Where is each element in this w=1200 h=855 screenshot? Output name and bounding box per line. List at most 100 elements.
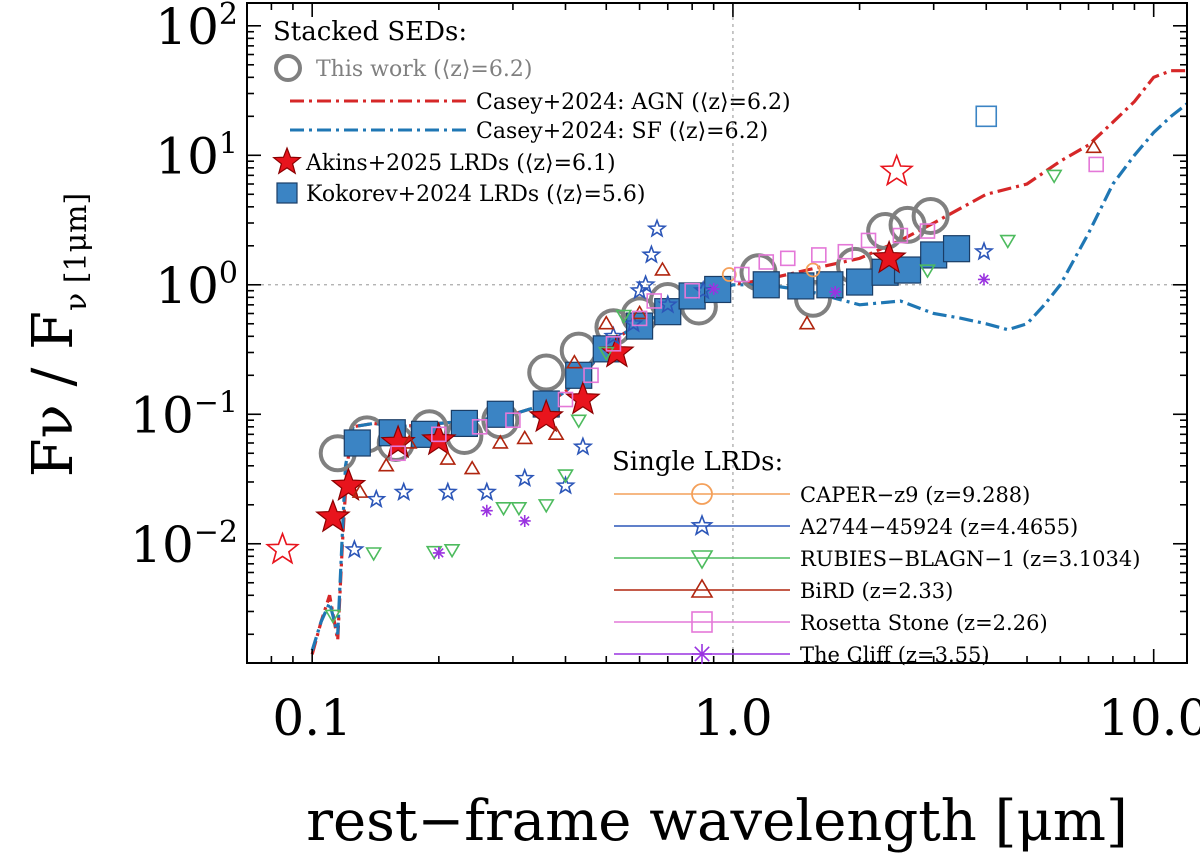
data-point [437,481,458,501]
data-point [615,309,633,324]
data-point [400,434,418,449]
y-tick-label: 101 [155,126,238,185]
data-point [860,232,877,249]
x-tick-label: 0.1 [272,689,352,747]
data-point [631,304,648,320]
y-tick-exponent: 0 [219,256,238,291]
data-point [603,325,624,346]
data-point [315,498,351,533]
y-tick-base: 10 [155,127,219,185]
data-point [265,531,300,565]
legend-single-label: Rosetta Stone (z=2.26) [800,611,1048,635]
data-point [798,315,816,330]
data-point [486,400,514,428]
y-axis-label-subscript: ν [1μm] [59,193,94,311]
data-point [871,239,907,274]
data-point [565,361,593,389]
data-point [476,481,498,501]
data-point [811,247,827,263]
data-point [758,254,775,270]
legend-stacked-label: Casey+2024: SF (⟨z⟩=6.2) [476,119,768,144]
y-tick-exponent: 2 [219,0,238,32]
data-point [919,264,936,279]
legend-single-lrds: Single LRDs: CAPER−z9 (z=9.288) A2744−459… [612,447,1140,667]
data-point [816,271,844,299]
series-6 [324,169,1063,624]
data-point [942,235,971,263]
data-point [654,261,671,276]
data-point [495,501,512,517]
data-point [752,271,780,299]
data-point [866,212,905,251]
data-point [734,266,750,283]
data-point [439,450,457,465]
data-point [721,267,737,282]
data-point [432,546,445,559]
data-point [692,279,714,300]
data-point [390,445,406,462]
data-point [421,421,457,456]
data-point [443,543,461,559]
series-9 [432,273,990,559]
y-tick-exponent: −2 [194,515,238,550]
data-point [555,475,576,495]
data-point [516,429,534,445]
data-point [450,409,478,438]
y-tick-label: 10−2 [130,515,238,574]
data-point [829,285,842,298]
data-point [366,488,387,509]
legend-stacked-label: Kokorev+2024 LRDs (⟨z⟩=5.6) [306,182,646,207]
x-tick-label: 10.0 [1098,689,1200,747]
data-point [641,244,662,264]
data-point [431,426,447,443]
data-point [343,429,371,457]
data-point [892,227,909,244]
data-point [919,223,936,239]
data-point [646,293,663,309]
legend-stacked-marker [274,54,302,82]
data-point [463,460,481,475]
x-tick-label: 1.0 [693,689,773,747]
data-point [505,412,521,428]
data-point [537,499,555,514]
data-point [491,434,509,449]
legend-stacked-label: Casey+2024: AGN (⟨z⟩=6.2) [476,90,791,115]
data-point [528,398,565,433]
y-axis-label-text: Fν / Fν [1μm] [21,193,94,477]
data-point [920,241,948,269]
data-point [623,313,644,333]
legend-stacked-label: Akins+2025 LRDs (⟨z⟩=6.1) [305,151,616,176]
data-point [565,380,601,415]
data-point [975,105,998,128]
data-point [510,501,528,517]
data-point [635,274,656,294]
data-point [654,298,682,326]
legend-single-label: CAPER−z9 (z=9.288) [800,483,1030,507]
y-tick-label: 100 [155,256,238,315]
data-point [351,483,369,498]
data-point [879,153,915,187]
data-point [707,282,720,295]
y-tick-base: 10 [130,386,194,444]
series-3 [265,153,915,565]
series-8 [390,156,1104,462]
data-series [265,105,1104,624]
data-point [324,609,342,624]
data-point [646,218,668,238]
data-point [471,419,488,435]
data-point [977,273,990,286]
data-point [583,367,599,384]
data-point [631,310,648,327]
data-point [1088,156,1104,173]
legend-single-marker [691,483,713,505]
series-4 [721,262,821,282]
data-point [557,391,574,408]
data-point [787,272,815,300]
data-point [393,481,414,501]
data-point [527,353,566,392]
y-tick-exponent: 1 [219,126,238,161]
data-point [570,414,588,429]
